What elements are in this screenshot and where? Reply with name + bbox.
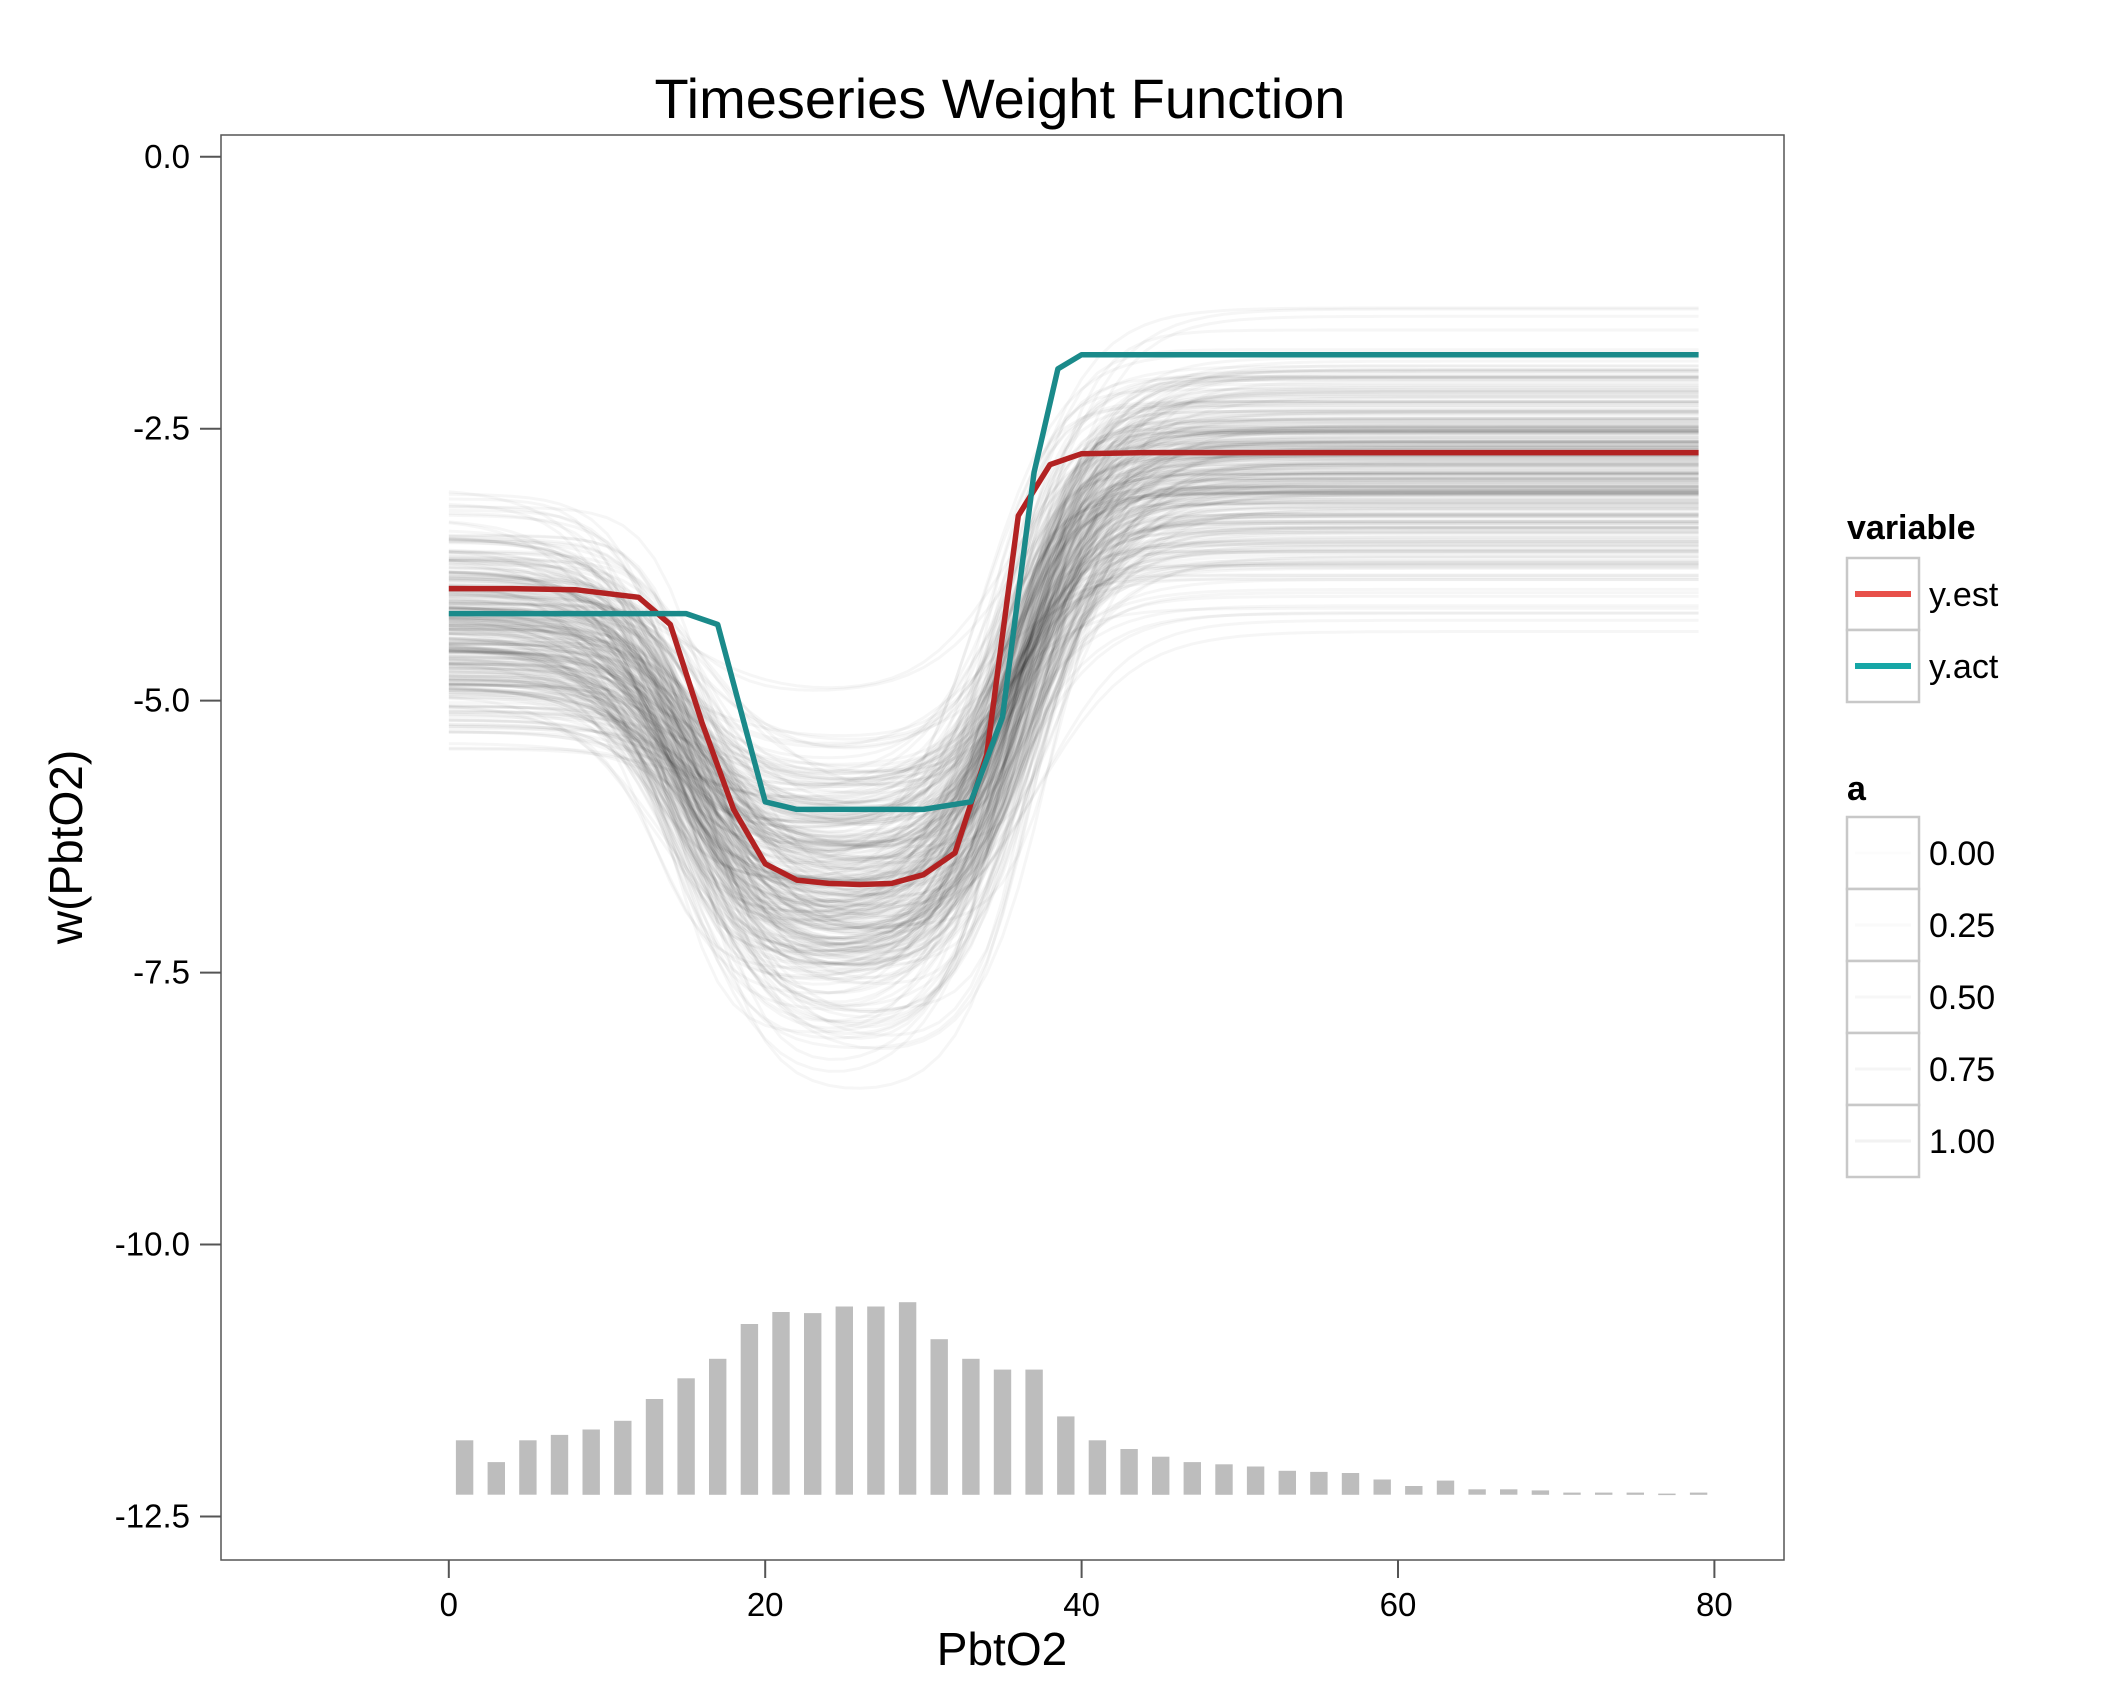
y-tick-label: 0.0	[144, 138, 190, 175]
histogram-bar	[1183, 1462, 1201, 1495]
x-axis: 0 20 40 60 80	[440, 1560, 1733, 1623]
histogram-bar	[993, 1369, 1012, 1495]
histogram-bar	[930, 1339, 948, 1495]
legend-variable: variable y.est y.act	[1845, 509, 1999, 704]
histogram-bar	[1626, 1492, 1644, 1495]
histogram-bar	[519, 1440, 537, 1495]
histogram-bar	[1088, 1440, 1107, 1495]
legend-label-alpha: 1.00	[1929, 1123, 1995, 1161]
histogram-bar	[677, 1378, 695, 1495]
histogram-bar	[1341, 1473, 1360, 1495]
legend-label-alpha: 0.50	[1929, 979, 1995, 1017]
chart-title: Timeseries Weight Function	[655, 67, 1346, 130]
legend-label-y-est: y.est	[1929, 576, 1999, 614]
histogram-bar	[772, 1312, 790, 1495]
histogram-bar	[1246, 1466, 1265, 1495]
histogram-bar	[1563, 1492, 1581, 1495]
histogram-bar	[709, 1358, 727, 1495]
x-tick-label: 40	[1063, 1586, 1100, 1623]
histogram-bar	[1531, 1490, 1550, 1495]
legend-alpha-title: a	[1847, 770, 1867, 808]
y-tick-label: -7.5	[133, 954, 190, 991]
y-axis: 0.0 -2.5 -5.0 -7.5 -10.0 -12.5	[115, 138, 221, 1534]
histogram-bar	[455, 1440, 474, 1495]
histogram-bar	[867, 1306, 885, 1495]
legend-key-box	[1845, 815, 1921, 891]
y-tick-label: -5.0	[133, 682, 190, 719]
histogram-bar	[614, 1420, 632, 1495]
legend-key-box	[1845, 887, 1921, 963]
histogram-bar	[1500, 1489, 1518, 1495]
legend-key-box	[1845, 1103, 1921, 1179]
plot-panel	[220, 134, 1785, 1561]
histogram-bar	[487, 1462, 505, 1495]
histogram-bar	[1373, 1479, 1391, 1495]
histogram-bar	[835, 1306, 853, 1495]
histogram-bar	[582, 1429, 600, 1495]
legend-key-box	[1845, 1031, 1921, 1107]
legend-alpha: a 0.00 0.25 0.50 0.75 1.00	[1845, 770, 1995, 1179]
histogram-bar	[1057, 1416, 1075, 1495]
legend-label-alpha: 0.25	[1929, 907, 1995, 945]
series-line-y-act	[448, 351, 1699, 813]
histogram-bar	[1152, 1456, 1170, 1495]
histogram-bar	[1025, 1369, 1043, 1495]
x-tick-label: 20	[747, 1586, 784, 1623]
histogram-bar	[1405, 1486, 1423, 1495]
legend-label-y-act: y.act	[1929, 648, 1999, 686]
x-tick-label: 60	[1380, 1586, 1417, 1623]
y-tick-label: -10.0	[115, 1226, 190, 1263]
y-tick-label: -2.5	[133, 410, 190, 447]
x-tick-label: 0	[440, 1586, 458, 1623]
y-tick-label: -12.5	[115, 1497, 190, 1534]
histogram-bar	[645, 1399, 664, 1495]
histogram-bar	[898, 1302, 917, 1495]
histogram-bar	[804, 1313, 822, 1495]
histogram-bar	[1120, 1449, 1138, 1495]
x-axis-title: PbtO2	[937, 1623, 1067, 1675]
histogram-bar	[1278, 1470, 1296, 1495]
y-axis-title: w(PbtO2)	[40, 750, 92, 945]
histogram-bar	[550, 1434, 569, 1495]
series-lines	[448, 351, 1699, 888]
histogram-bar	[1689, 1492, 1708, 1495]
histogram-bar	[1658, 1493, 1676, 1496]
histogram-bar	[1595, 1492, 1613, 1495]
histogram-bar	[1436, 1480, 1455, 1495]
histogram-bar	[1310, 1471, 1328, 1495]
legend-variable-title: variable	[1847, 509, 1976, 547]
legend-label-alpha: 0.00	[1929, 835, 1995, 873]
histogram-bar	[1468, 1489, 1486, 1495]
x-tick-label: 80	[1696, 1586, 1733, 1623]
histogram	[455, 1302, 1708, 1496]
histogram-bar	[1215, 1464, 1233, 1495]
legend-label-alpha: 0.75	[1929, 1051, 1995, 1089]
histogram-bar	[962, 1358, 980, 1495]
histogram-bar	[740, 1324, 759, 1495]
